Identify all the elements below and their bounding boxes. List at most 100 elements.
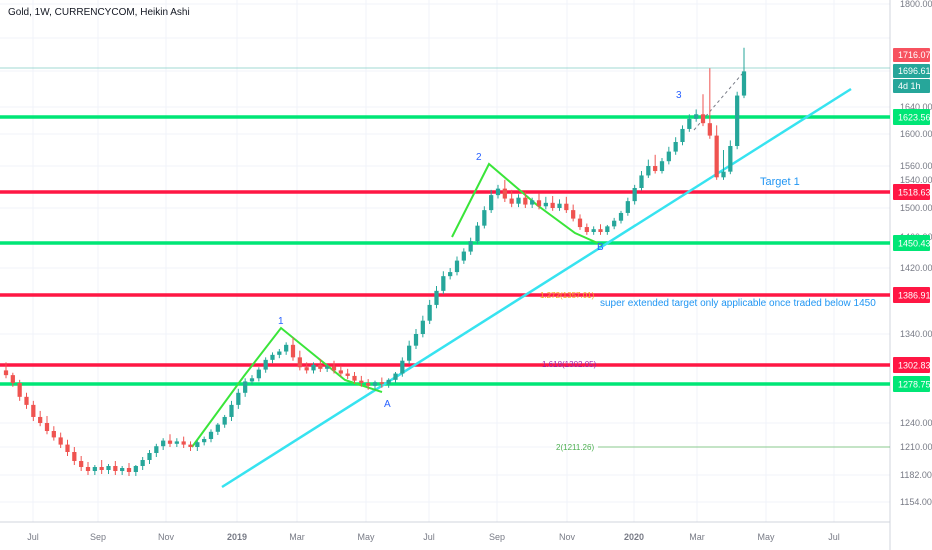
level-price-tag-text: 1278.75: [898, 380, 931, 390]
level-price-tag: [893, 235, 930, 251]
candle-body: [489, 195, 494, 211]
trend-line[interactable]: [221, 87, 852, 489]
candle-body: [345, 373, 350, 376]
candle-body: [516, 197, 521, 204]
candle-body: [707, 123, 712, 136]
level-price-tag: [893, 184, 930, 200]
time-axis[interactable]: Jul Sep Nov 2019 Mar May Jul Sep Nov 2020 Mar May Ju…: [27, 532, 840, 542]
candle-body: [530, 200, 535, 205]
price-tags: 1623.56 1518.63 1450.43 1386.91 1302.83 1278.…: [893, 48, 931, 392]
candle-body: [154, 446, 159, 453]
wave-a-zigzag[interactable]: [191, 326, 383, 448]
level-price-tag: [893, 287, 930, 303]
candle-body: [379, 382, 384, 384]
candle-body: [454, 260, 460, 273]
candle-body: [140, 460, 145, 466]
candle-body: [215, 424, 220, 432]
candle-body: [79, 461, 84, 467]
candle-body: [632, 187, 637, 202]
candle-body: [325, 366, 330, 369]
candle-body: [441, 276, 446, 291]
candle-body: [208, 431, 214, 439]
candle-body: [653, 166, 658, 172]
candle-body: [591, 229, 596, 233]
candle-body: [673, 142, 678, 152]
candle-body: [475, 225, 480, 242]
candle-body: [147, 453, 152, 460]
candle-body: [550, 202, 555, 208]
fib-1272-label: 1.272(1357.01): [540, 291, 595, 300]
wave-label-3: 3: [676, 90, 682, 101]
chart-grid: [0, 0, 890, 522]
candle-body: [659, 161, 665, 172]
candle-body: [420, 320, 425, 334]
x-tick-label: Nov: [158, 532, 175, 542]
drawing-tools[interactable]: [0, 67, 890, 489]
candle-body: [577, 218, 583, 228]
candle-body: [495, 188, 501, 196]
candle-body: [3, 370, 9, 376]
current-price-tag: [893, 64, 930, 78]
candle-body: [10, 375, 15, 384]
candle-body: [728, 146, 733, 172]
y-tick-label: 1420.00: [900, 263, 932, 273]
y-tick-label: 1640.00: [900, 102, 932, 112]
x-tick-label: Mar: [689, 532, 705, 542]
y-tick-label: 1210.00: [900, 442, 932, 452]
candle-body: [92, 467, 97, 471]
candle-body: [17, 383, 22, 397]
candle-body: [571, 210, 576, 219]
candle-body: [188, 444, 193, 447]
candle-body: [106, 466, 111, 470]
candle-body: [407, 345, 412, 361]
wave-label-2: 2: [476, 152, 482, 163]
candle-body: [202, 439, 207, 443]
wave-label-1: 1: [278, 316, 284, 327]
x-tick-label: 2020: [624, 532, 644, 542]
current-price-tag: [893, 48, 930, 62]
wave-label-b: B: [597, 242, 604, 253]
candle-body: [270, 354, 275, 360]
candle-body: [331, 366, 337, 371]
target-label: Target 1: [760, 176, 800, 188]
level-price-tag: [893, 376, 930, 392]
candle-body: [468, 241, 473, 252]
x-tick-label: Mar: [289, 532, 305, 542]
candle-body: [502, 188, 507, 199]
candle-body: [359, 380, 364, 384]
chart-title: Gold, 1W, CURRENCYCOM, Heikin Ashi: [8, 7, 190, 18]
candle-body: [277, 351, 282, 355]
candle-body: [584, 227, 589, 233]
candle-body: [612, 220, 617, 227]
candle-body: [400, 360, 405, 374]
candle-body: [318, 364, 323, 369]
candle-body: [38, 416, 43, 423]
level-price-tag-text: 1450.43: [898, 239, 931, 249]
y-tick-label: 1560.00: [900, 161, 932, 171]
current-price-tag-text: 1696.61: [898, 66, 931, 76]
candle-body: [99, 467, 104, 470]
candle-body: [434, 290, 439, 305]
candle-body: [482, 210, 487, 226]
x-tick-label: 2019: [227, 532, 247, 542]
candle-body: [222, 416, 227, 425]
candle-body: [297, 357, 302, 368]
level-price-tag-text: 1518.63: [898, 188, 931, 198]
candle-body: [448, 272, 453, 277]
candle-body: [543, 202, 548, 207]
x-tick-label: Jul: [828, 532, 840, 542]
x-tick-label: Sep: [489, 532, 505, 542]
horizontal-levels[interactable]: [0, 115, 890, 386]
candle-body: [174, 441, 179, 444]
candle-body: [24, 396, 29, 405]
x-tick-label: Jul: [423, 532, 435, 542]
y-tick-label: 1154.00: [900, 497, 932, 507]
candle-body: [126, 468, 132, 472]
y-tick-label: 1600.00: [900, 129, 932, 139]
y-tick-label: 1182.00: [900, 470, 932, 480]
candle-body: [372, 382, 378, 386]
candle-body: [605, 226, 610, 233]
candle-body: [263, 359, 268, 370]
candle-body: [366, 383, 371, 386]
